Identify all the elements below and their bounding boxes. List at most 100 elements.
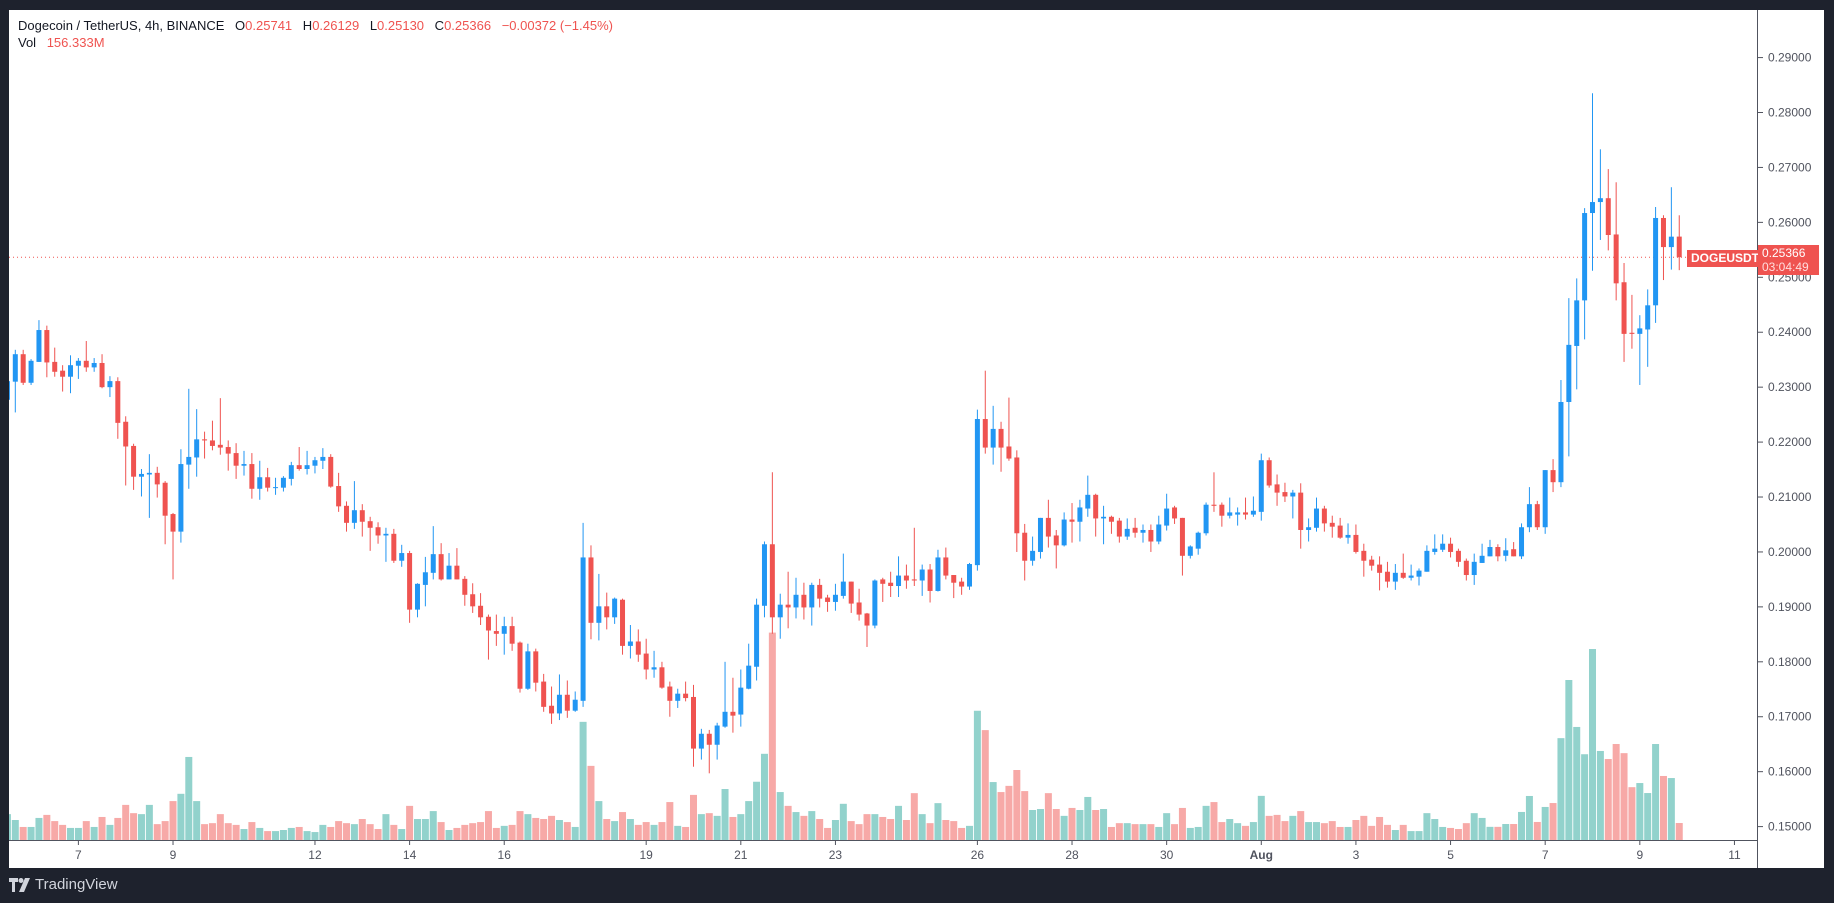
- volume-bar: [540, 819, 548, 840]
- volume-bar: [9, 814, 11, 840]
- candle: [1077, 499, 1083, 542]
- tradingview-logo[interactable]: TradingView: [9, 876, 118, 893]
- candle-body: [233, 453, 239, 466]
- candle-body: [375, 527, 381, 536]
- candle: [856, 588, 862, 621]
- volume-bar: [1589, 649, 1596, 840]
- candle-body: [1392, 572, 1398, 582]
- volume-bar: [1186, 827, 1194, 840]
- candle: [1022, 523, 1028, 581]
- candle-body: [446, 565, 452, 580]
- candle: [1590, 93, 1595, 271]
- candle-body: [974, 419, 980, 566]
- volume-bar: [555, 820, 563, 840]
- candle: [375, 522, 381, 544]
- volume-bar: [902, 820, 910, 840]
- volume-bar: [1549, 803, 1557, 840]
- candle: [793, 577, 799, 619]
- candle-body: [367, 521, 373, 528]
- volume-label[interactable]: Vol: [18, 35, 37, 50]
- candle-body: [1653, 217, 1659, 306]
- candle-body: [336, 486, 342, 507]
- time-tick-label: 7: [1542, 848, 1549, 862]
- candle: [817, 578, 823, 608]
- volume-bar: [169, 801, 177, 840]
- candle: [83, 341, 89, 372]
- candle: [241, 450, 247, 476]
- candle: [1337, 517, 1343, 539]
- candle: [344, 501, 350, 532]
- volume-bar: [1139, 824, 1147, 840]
- candle: [517, 641, 523, 693]
- candle: [154, 466, 160, 498]
- candle-body: [399, 553, 405, 561]
- volume-bar: [981, 730, 989, 840]
- candle: [690, 684, 696, 767]
- volume-bar: [406, 805, 414, 840]
- volume-bar: [1029, 810, 1037, 840]
- candle-body: [1534, 504, 1540, 528]
- candle: [217, 398, 223, 455]
- candle: [1629, 294, 1635, 349]
- candle: [1250, 496, 1256, 517]
- candle-body: [1621, 282, 1627, 334]
- candle-body: [588, 557, 594, 623]
- candle: [225, 440, 231, 471]
- open-label: O: [235, 18, 246, 33]
- candle: [1519, 523, 1525, 560]
- volume-bar: [650, 824, 658, 840]
- candle-body: [170, 514, 176, 532]
- candle-body: [1440, 543, 1446, 550]
- volume-bar: [137, 814, 145, 840]
- candle: [414, 583, 420, 618]
- chart-pane[interactable]: [9, 10, 1757, 840]
- time-axis-scale[interactable]: 7 9 12 14 16 19 21 23 26 28 30 Aug 3 5 7 9 11: [9, 841, 1757, 869]
- candle: [1069, 503, 1075, 543]
- candle-body: [12, 354, 18, 382]
- candle-body: [194, 439, 200, 458]
- volume-bar: [966, 825, 974, 840]
- volume-bar: [1044, 793, 1052, 840]
- time-axis[interactable]: 7 9 12 14 16 19 21 23 26 28 30 Aug 3 5 7 9 11: [9, 840, 1757, 868]
- volume-bar: [1596, 750, 1604, 840]
- volume-bar: [35, 817, 43, 840]
- candle: [706, 729, 712, 774]
- symbol-title[interactable]: Dogecoin / TetherUS, 4h, BINANCE: [18, 18, 225, 33]
- candle: [1124, 518, 1130, 540]
- candle-body: [162, 482, 168, 516]
- candle: [1093, 493, 1099, 537]
- candle-body: [328, 456, 334, 487]
- candle-body: [1432, 548, 1438, 552]
- volume-bar: [1415, 831, 1423, 840]
- volume-bar: [1068, 807, 1076, 840]
- volume-bar: [1447, 827, 1455, 840]
- volume-bar: [697, 814, 705, 840]
- candle-body: [1566, 344, 1572, 402]
- price-axis[interactable]: 0.29000 0.28000 0.27000 0.26000 0.25000 0.240…: [1757, 10, 1824, 868]
- volume-bar: [682, 826, 690, 840]
- candle-body: [9, 381, 10, 400]
- candle-body: [1022, 532, 1028, 561]
- price-tick-label: 0.16000: [1768, 765, 1812, 779]
- volume-bar: [469, 823, 477, 840]
- volume-bar: [1163, 813, 1171, 840]
- candle: [698, 728, 704, 760]
- candle-body: [809, 584, 815, 608]
- candle-body: [241, 464, 247, 466]
- candle-body: [832, 594, 838, 602]
- volume-bar: [666, 802, 674, 840]
- candle: [1676, 215, 1682, 271]
- candle: [257, 460, 263, 500]
- volume-bar: [240, 829, 248, 840]
- candle-body: [1274, 484, 1280, 493]
- price-axis-scale[interactable]: 0.290000.280000.270000.260000.250000.240…: [1758, 10, 1825, 868]
- candle: [777, 593, 783, 639]
- volume-bar: [106, 824, 114, 840]
- candle: [1574, 278, 1580, 390]
- volume-bar: [524, 814, 532, 840]
- volume-bar: [634, 824, 642, 840]
- candle: [1195, 531, 1201, 555]
- volume-bar: [879, 816, 887, 840]
- candle-body: [1030, 550, 1036, 561]
- candlestick-chart[interactable]: [9, 10, 1757, 840]
